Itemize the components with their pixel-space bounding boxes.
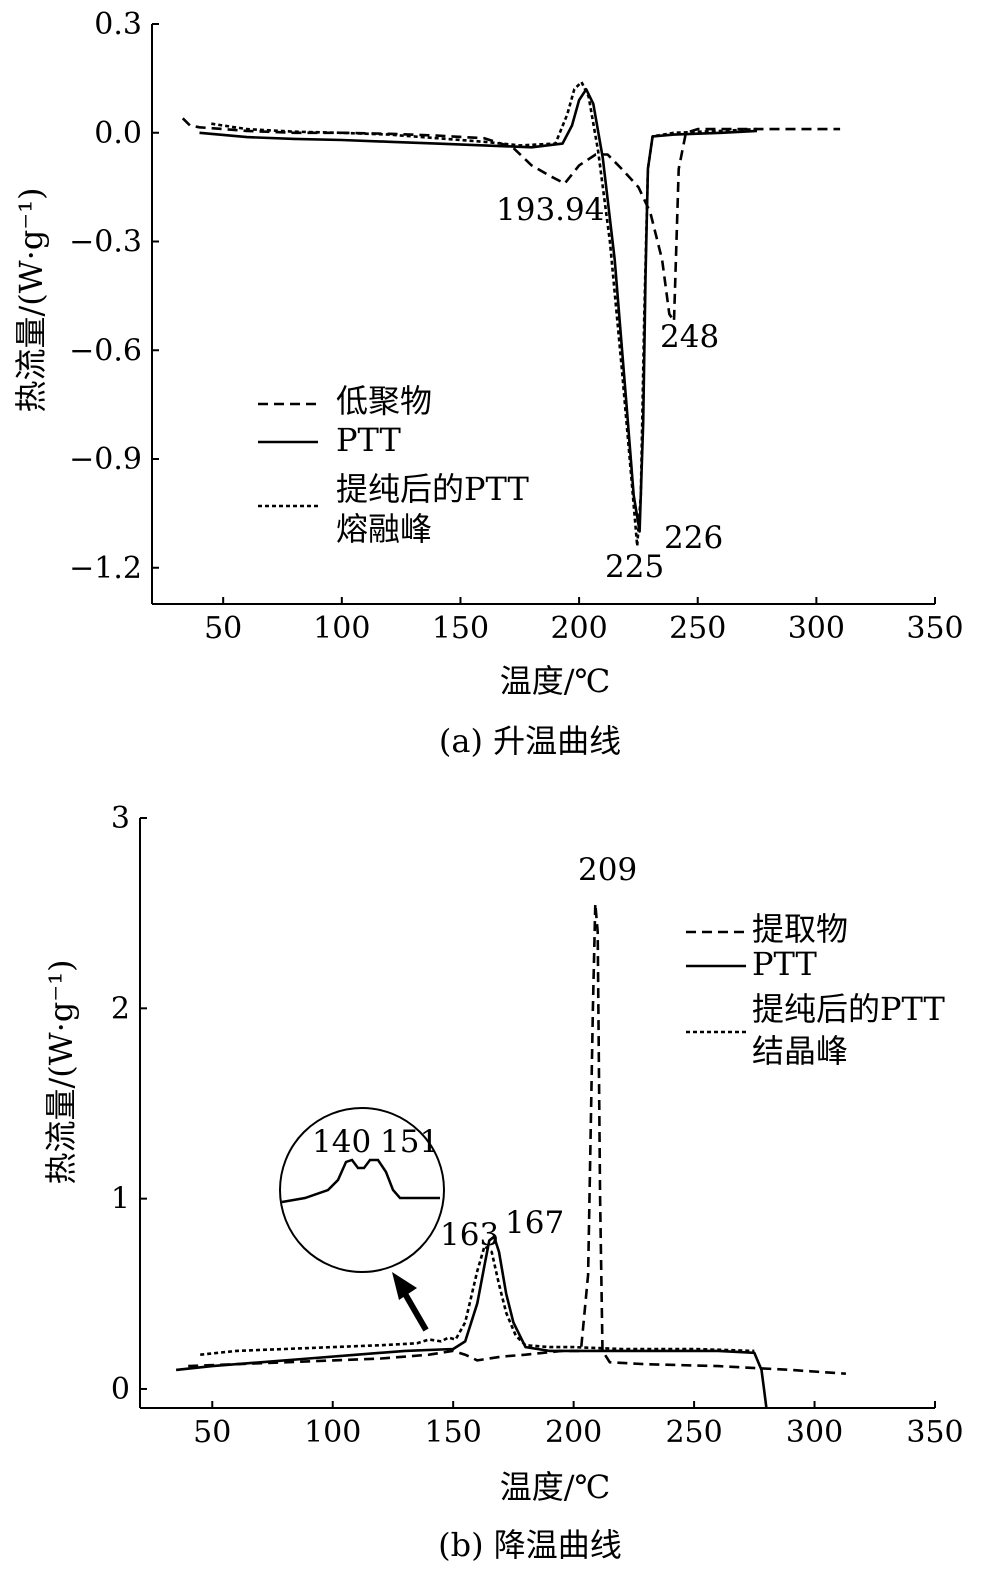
chart-a-y-tick-label: 0.0 <box>94 116 142 151</box>
chart-b-legend-label-purified: 提纯后的PTT <box>752 990 945 1028</box>
chart-a-y-tick-label: −0.6 <box>69 333 142 368</box>
chart-b-series-line-2 <box>200 1244 755 1356</box>
inset-curve <box>281 1158 440 1204</box>
inset-label-151: 151 <box>380 1124 439 1160</box>
chart-b-legend-label-ptt: PTT <box>752 945 817 983</box>
chart-a-legend-label-ptt: PTT <box>336 421 401 459</box>
chart-b-series-line-0 <box>188 902 846 1375</box>
chart-a-x-tick-label: 150 <box>432 611 489 646</box>
chart-b-legend-note: 结晶峰 <box>752 1032 848 1070</box>
chart-a-x-tick-label: 50 <box>204 611 242 646</box>
chart-a-legend-label-oligomer: 低聚物 <box>336 382 432 420</box>
chart-b-y-tick-label: 0 <box>111 1372 130 1407</box>
chart-b-x-tick-label: 150 <box>425 1415 482 1450</box>
chart-b-x-tick-label: 300 <box>786 1415 843 1450</box>
chart-a-y-axis-label: 热流量/(W·g⁻¹) <box>12 187 50 412</box>
chart-b-annotation-167: 167 <box>505 1205 564 1241</box>
chart-a-annotation-226: 226 <box>664 520 723 556</box>
inset-circle <box>279 1107 445 1273</box>
chart-a-caption: (a) 升温曲线 <box>439 722 621 760</box>
chart-a-y-tick-label: 0.3 <box>94 7 142 42</box>
chart-a-legend-label-purified: 提纯后的PTT <box>336 470 529 508</box>
chart-b-x-axis-label: 温度/℃ <box>500 1468 611 1506</box>
chart-b-annotation-163: 163 <box>440 1217 499 1253</box>
chart-b-x-tick-label: 250 <box>665 1415 722 1450</box>
chart-b-y-tick-label: 1 <box>111 1182 130 1217</box>
chart-a-annotation-193-94: 193.94 <box>496 192 604 228</box>
chart-a-x-tick-label: 300 <box>788 611 845 646</box>
chart-a-x-tick-label: 350 <box>906 611 963 646</box>
chart-b-x-tick-label: 100 <box>304 1415 361 1450</box>
chart-a-y-tick-label: −1.2 <box>69 551 142 586</box>
chart-a-y-tick-label: −0.3 <box>69 225 142 260</box>
chart-a-y-tick-label: −0.9 <box>69 442 142 477</box>
inset-label-140: 140 <box>312 1124 371 1160</box>
chart-b-caption: (b) 降温曲线 <box>438 1526 622 1564</box>
chart-a-annotation-225: 225 <box>605 549 664 585</box>
chart-b-legend-label-extract: 提取物 <box>752 910 848 948</box>
chart-b-y-tick-label: 3 <box>111 801 130 836</box>
chart-b-annotation-209: 209 <box>578 852 637 888</box>
chart-b-series-line-1 <box>175 1235 768 1409</box>
chart-b-x-tick-label: 200 <box>545 1415 602 1450</box>
chart-a-legend-note: 熔融峰 <box>336 510 432 548</box>
chart-a-series-line-0 <box>181 117 841 323</box>
chart-b-legend: 提取物 PTT 提纯后的PTT 结晶峰 <box>686 910 945 1070</box>
chart-b-x-tick-label: 50 <box>193 1415 231 1450</box>
inset-arrow-shaft <box>401 1290 429 1332</box>
chart-a-series-line-1 <box>199 88 758 533</box>
inset-arrow-head-icon <box>392 1272 417 1300</box>
chart-a-series-line-2 <box>211 80 758 548</box>
chart-b-y-axis-label: 热流量/(W·g⁻¹) <box>42 959 80 1184</box>
chart-b-y-tick-label: 2 <box>111 991 130 1026</box>
chart-b: 0 1 2 3 50 100 150 200 250 300 350 热流量/(W·g⁻¹) 温度… <box>42 801 964 1564</box>
chart-a-x-axis-label: 温度/℃ <box>500 662 611 700</box>
chart-a-annotation-248: 248 <box>660 319 719 355</box>
chart-a: 0.3 0.0 −0.3 −0.6 −0.9 −1.2 50 100 150 200 250 300… <box>12 7 964 760</box>
chart-b-x-tick-label: 350 <box>906 1415 963 1450</box>
chart-b-zoom-inset: 140 151 <box>279 1107 445 1332</box>
chart-a-legend: 低聚物 PTT 提纯后的PTT 熔融峰 <box>258 382 529 548</box>
chart-a-x-tick-label: 200 <box>550 611 607 646</box>
chart-a-x-tick-label: 250 <box>669 611 726 646</box>
chart-a-x-tick-label: 100 <box>313 611 370 646</box>
